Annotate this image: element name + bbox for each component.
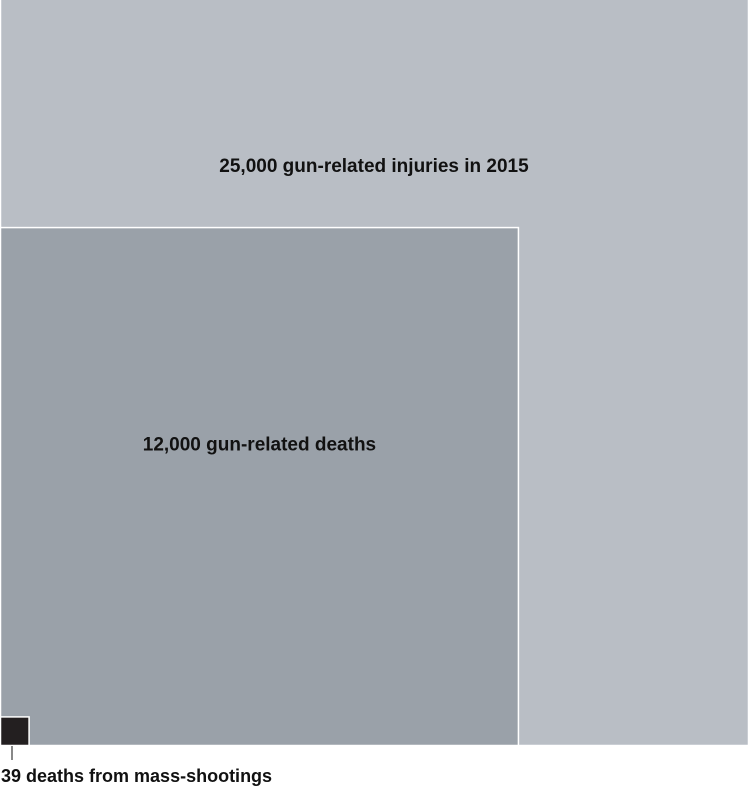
labels-group: 25,000 gun-related injuries in 2015 12,00… [1, 156, 529, 786]
mass-shootings-label: 39 deaths from mass-shootings [1, 766, 272, 786]
injuries-label: 25,000 gun-related injuries in 2015 [219, 156, 529, 177]
squares-group [0, 0, 749, 747]
mass-shootings-square [0, 716, 30, 747]
deaths-label: 12,000 gun-related deaths [143, 435, 376, 456]
deaths-square [0, 226, 520, 747]
